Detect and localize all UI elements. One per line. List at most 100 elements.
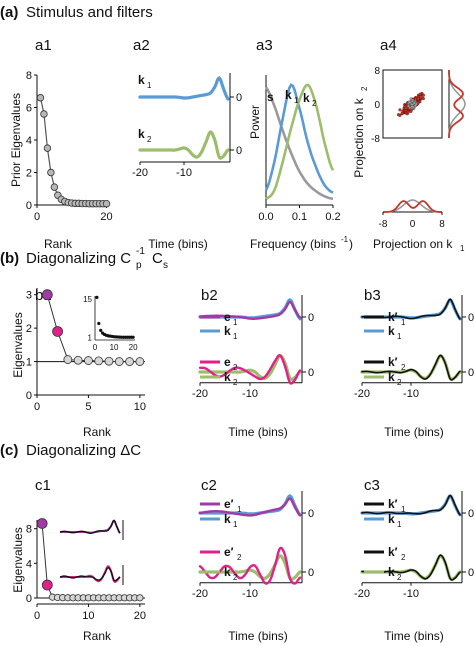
g-c2-legend-e2-sub: 2 <box>237 553 242 562</box>
a1-y-tick-label: 0 <box>26 200 32 212</box>
chart-c1: 0 4 8 0 10 20 <box>26 518 146 622</box>
b1-inset-x-tick-label: 0 <box>93 343 98 352</box>
g-c2-legend-e2: e′ <box>224 545 234 559</box>
g-c3-zero-label: 0 <box>468 508 474 520</box>
a4-point <box>419 95 423 99</box>
g-b2-legend-k2-sub: 2 <box>233 378 238 387</box>
g-c3-zero-label: 0 <box>468 567 474 579</box>
b1-y-tick-label: 0 <box>26 390 32 402</box>
panel-b3-tag: b3 <box>364 287 381 304</box>
a4-y-tick-label: 8 <box>374 66 380 77</box>
a3-x-tick-label: 0.2 <box>325 211 340 223</box>
g-c2-x-tick-label: -10 <box>242 588 258 600</box>
g-c2-x-tick-label: -20 <box>192 588 208 600</box>
g-c2-e2p-curve <box>198 546 302 585</box>
panel-c2-tag: c2 <box>201 477 217 494</box>
a3-label-s: s <box>267 90 274 104</box>
a4-point-gray <box>412 101 416 105</box>
section-c-title: Diagonalizing ΔC <box>26 442 141 459</box>
g-a2-k2-curve <box>138 130 230 160</box>
b1-x-tick-label: 0 <box>34 401 40 413</box>
g-c3-k2-curve <box>360 554 462 582</box>
c1-x-tick-label: 20 <box>134 610 146 622</box>
a4-point <box>421 93 425 97</box>
a3-label-k1: k <box>285 88 292 102</box>
c1-mini-filter-1-black <box>59 519 121 534</box>
chart-a3: 0.0 0.1 0.2s k 1 k 2 <box>258 75 341 223</box>
g-a2-legend-k2: k <box>138 127 145 141</box>
c1-point <box>41 579 53 591</box>
g-b2-legend-e2-sub: 2 <box>233 363 238 372</box>
g-a2-x-tick-label: -10 <box>176 167 192 179</box>
c3-xlabel: Time (bins) <box>384 629 444 643</box>
b1-point <box>41 289 53 301</box>
panel-c1-tag: c1 <box>35 477 51 494</box>
g-c2-legend-e1-sub: 1 <box>237 505 242 514</box>
c1-point <box>136 594 144 602</box>
chart-a2: 00-20 -10k 1k 2 <box>132 73 242 179</box>
a4-frame <box>382 69 443 139</box>
section-c-heading: (c) Diagonalizing ΔC <box>0 442 141 459</box>
g-c2-legend-k2-sub: 2 <box>233 573 238 582</box>
chart-b3: 00-20 -10k′ 1k 1k′ 2k 2 <box>354 295 474 400</box>
b1-ylabel: Eigenvalues <box>11 312 25 377</box>
c1-y-tick-label: 4 <box>26 558 32 570</box>
b1-xlabel: Rank <box>83 425 112 439</box>
g-b2-legend-e2: e <box>224 355 231 369</box>
c1-point <box>36 518 48 529</box>
g-b3-legend-k1-sub: 1 <box>401 318 406 327</box>
b1-inset-x-tick-label: 20 <box>129 343 138 352</box>
b1-inset-point <box>131 335 135 339</box>
section-b-heading: (b) Diagonalizing C p -1 C s <box>0 246 168 271</box>
b1-point <box>52 326 63 337</box>
a4-xlabel: Projection on k 1 <box>373 237 465 253</box>
section-b-sup: -1 <box>136 246 145 257</box>
g-c2-zero-label: 0 <box>308 508 314 520</box>
b1-point <box>125 357 134 366</box>
a3-label-k1-sub: 1 <box>294 96 299 105</box>
g-b2-zero-label: 0 <box>308 367 314 379</box>
chart-a4: -8 0 8 -8 0 8 <box>371 66 466 230</box>
a4-point <box>404 106 408 110</box>
panel-a2-tag: a2 <box>133 37 150 54</box>
section-b-label: (b) <box>0 250 19 267</box>
b1-inset-point <box>99 328 103 332</box>
a3-xlabel: Frequency (bins -1 ) <box>250 235 353 251</box>
section-a-label: (a) <box>0 4 18 21</box>
g-b3-legend-k2-sub: 2 <box>397 378 402 387</box>
a1-x-tick-label: 0 <box>34 211 40 223</box>
g-c2-e1p-curve <box>198 497 302 517</box>
a4-point-gray <box>410 103 414 106</box>
section-a-title: Stimulus and filters <box>26 4 153 21</box>
b1-point <box>104 356 114 366</box>
a3-xlabel-tail: ) <box>349 237 353 251</box>
a1-point <box>50 183 59 191</box>
a4-xlabel-sub: 1 <box>460 244 465 253</box>
a4-point <box>418 92 422 96</box>
g-c3-k1p-curve <box>361 494 461 516</box>
a4-point <box>416 97 420 101</box>
section-c-label: (c) <box>0 442 18 459</box>
g-a2-k1-curve <box>138 76 230 101</box>
g-b3-legend-k1: k′ <box>388 310 398 324</box>
g-b2-legend-k2: k <box>224 370 231 384</box>
c1-ylabel: Eigenvalues <box>11 527 25 592</box>
a1-ylabel: Prior Eigenvalues <box>9 93 23 187</box>
b2-xlabel: Time (bins) <box>228 425 288 439</box>
a1-point <box>36 94 45 102</box>
panel-c3-tag: c3 <box>364 477 380 494</box>
a4-point-gray <box>409 97 413 101</box>
b1-point <box>63 355 73 364</box>
chart-b2: 00-20 -10e 1k 1e 2k 2 <box>192 295 314 400</box>
a1-point <box>43 144 52 152</box>
b1-y-tick-label: 2 <box>26 323 32 335</box>
a4-point <box>396 113 401 117</box>
a1-y-tick-label: 2 <box>26 168 32 180</box>
g-c3-x-tick-label: -10 <box>403 588 419 600</box>
g-a2-legend-k1: k <box>138 73 145 87</box>
panel-a3-tag: a3 <box>256 37 273 54</box>
a1-x-tick-label: 20 <box>100 211 112 223</box>
a1-y-tick-label: 6 <box>26 103 32 115</box>
chart-c2: 00-20 -10e′ 1k 1e′ 2k 2 <box>192 491 314 600</box>
a4-bottom-marginal <box>383 200 442 213</box>
